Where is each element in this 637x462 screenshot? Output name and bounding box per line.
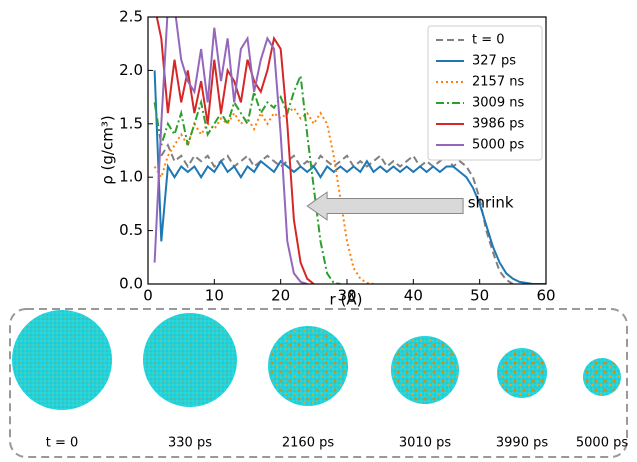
plot-area: 0 10 20 30 40 50 60 0.0 0.5 1.0 1.5 2.0 2.5 shrink t =… — [119, 8, 555, 305]
snapshot-label: t = 0 — [46, 436, 79, 451]
legend-label: 327 ps — [472, 54, 516, 69]
x-tick-label: 0 — [143, 287, 153, 305]
snapshot-frame — [9, 308, 628, 458]
snapshot-particles — [269, 327, 347, 405]
legend-label: 3986 ps — [472, 117, 524, 132]
x-tick-label: 20 — [271, 287, 290, 305]
y-tick-label: 1.5 — [119, 114, 143, 132]
snapshot-label: 3010 ps — [399, 436, 451, 451]
x-tick-label: 50 — [470, 287, 489, 305]
y-tick-label: 2.5 — [119, 8, 143, 26]
axes-frame — [147, 16, 547, 285]
snapshot-particles — [583, 358, 621, 396]
series-line — [153, 17, 308, 284]
x-tick-label: 30 — [337, 287, 356, 305]
series-group — [153, 17, 546, 284]
y-axis-label: ρ (g/cm³) — [99, 115, 117, 184]
x-tick-label: 40 — [404, 287, 423, 305]
series-line — [153, 70, 546, 284]
x-tick-label: 10 — [205, 287, 224, 305]
snapshot-particles — [498, 349, 546, 397]
series-line — [155, 17, 315, 284]
legend-label: 2157 ns — [472, 75, 524, 90]
snapshot-label: 330 ps — [168, 436, 212, 451]
snapshot-particles — [392, 337, 458, 403]
annotation: shrink — [468, 193, 514, 211]
snapshot-label: 5000 ps — [576, 436, 628, 451]
snapshots: t = 0 330 ps 2160 ps 3010 ps 3990 ps 5000 ps — [12, 310, 628, 451]
x-axis-label: r (Å) — [330, 290, 363, 309]
legend-label: 5000 ps — [472, 138, 524, 153]
series-line — [153, 106, 374, 284]
legend-label: 3009 ns — [472, 96, 524, 111]
series-line — [160, 143, 514, 284]
snapshot-label: 2160 ps — [282, 436, 334, 451]
shrink-arrow — [306, 191, 464, 221]
snapshot-particles — [14, 312, 110, 408]
y-tick-label: 2.0 — [119, 61, 143, 79]
y-tick-label: 0.0 — [119, 275, 143, 293]
x-tick-label: 60 — [536, 287, 555, 305]
legend-label: t = 0 — [472, 33, 505, 48]
series-line — [153, 71, 341, 284]
legend-box — [427, 25, 543, 161]
snapshot-label: 3990 ps — [496, 436, 548, 451]
y-tick-label: 0.5 — [119, 221, 143, 239]
snapshot-particles — [144, 314, 236, 406]
y-tick-label: 1.0 — [119, 168, 143, 186]
